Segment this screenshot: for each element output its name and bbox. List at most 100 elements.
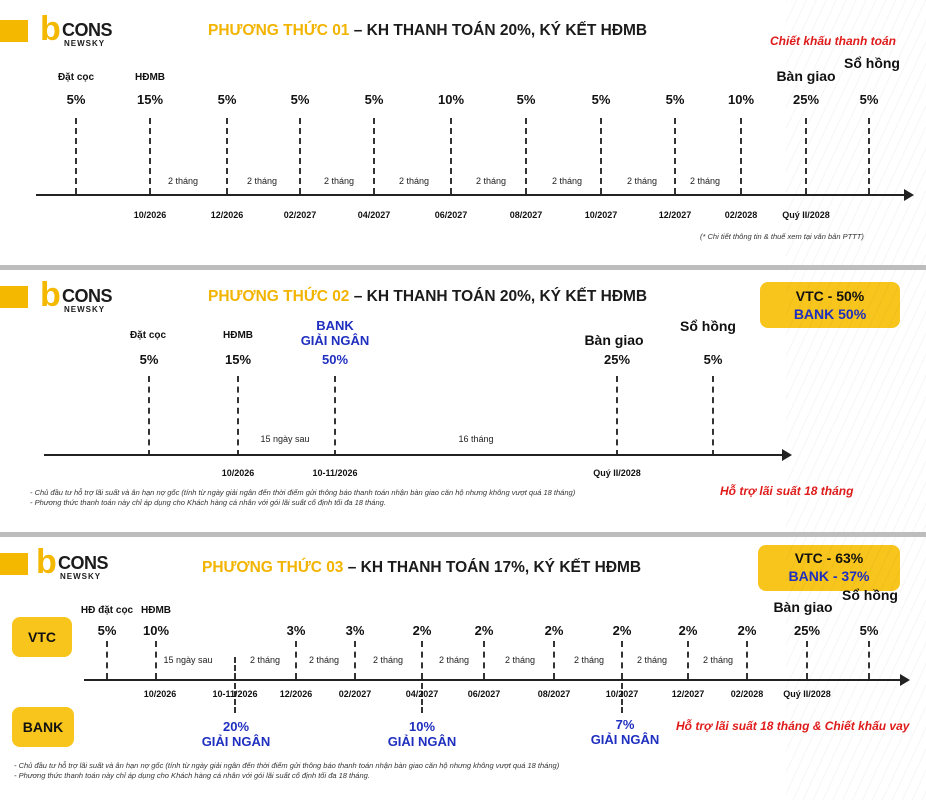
plan2-title: PHƯƠNG THỨC 02 – KH THANH TOÁN 20%, KÝ K…	[208, 288, 647, 306]
plan1-milestone-pct: 5%	[591, 92, 611, 107]
logo-mark: b	[36, 543, 57, 581]
plan2-milestone-pct: 15%	[224, 352, 252, 367]
plan3-date-label: 10/2026	[143, 689, 177, 699]
plan3-milestone-label: HĐ đặt cọc	[80, 605, 134, 616]
logo-subtext: NEWSKY	[64, 39, 106, 48]
plan2-date-label: 10-11/2026	[312, 468, 358, 478]
plan3-milestone-pct: 2%	[474, 623, 494, 638]
plan3-date-label: 08/2027	[537, 689, 571, 699]
plan1-date-label: 08/2027	[509, 210, 543, 220]
plan3-date-label: 04/2027	[405, 689, 439, 699]
plan1-date-label: 02/2028	[724, 210, 758, 220]
plan1-gap-label: 2 tháng	[398, 176, 430, 186]
plan1-guide-line	[373, 118, 375, 194]
logo-accent-bar	[0, 286, 28, 308]
plan1-milestone-pct: 25%	[792, 92, 820, 107]
logo-subtext: NEWSKY	[64, 305, 106, 314]
plan1-date-label: 04/2027	[357, 210, 391, 220]
plan2-date-label: Quý II/2028	[593, 468, 641, 478]
plan3-milestone-pct: 2%	[412, 623, 432, 638]
plan3-milestone-pct: 5%	[859, 623, 879, 638]
plan3-milestone-pct: 25%	[793, 623, 821, 638]
plan3-milestone-label: Bàn giao	[773, 599, 833, 615]
plan1-timeline-arrow	[904, 189, 914, 201]
plan3-milestone-label: Sổ hồng	[842, 587, 898, 603]
plan3-date-label: 12/2027	[671, 689, 705, 699]
plan3-row-vtc: VTC	[12, 617, 72, 657]
plan1-guide-line	[75, 118, 77, 194]
plan2-guide-line	[334, 376, 336, 456]
plan3-panel: b CONS NEWSKY PHƯƠNG THỨC 03 – KH THANH …	[0, 537, 926, 800]
plan3-guide-line	[553, 641, 555, 679]
plan2-timeline-arrow	[782, 449, 792, 461]
plan1-date-label: 12/2027	[658, 210, 692, 220]
plan2-milestone-label: HĐMB	[223, 330, 253, 341]
logo-text: CONS	[62, 20, 113, 40]
plan2-note: - Phương thức thanh toán này chỉ áp dụng…	[30, 498, 386, 507]
plan1-discount-note: Chiết khấu thanh toán	[770, 34, 896, 48]
plan3-guide-line	[806, 641, 808, 679]
plan3-gap-label: 2 tháng	[573, 655, 605, 665]
logo-text: CONS	[58, 553, 109, 573]
plan3-guide-line	[354, 641, 356, 679]
logo-text: CONS	[62, 286, 113, 306]
plan1-guide-line	[299, 118, 301, 194]
plan3-guide-line	[746, 641, 748, 679]
plan1-milestone-pct: 5%	[665, 92, 685, 107]
plan3-row-bank: BANK	[12, 707, 74, 747]
plan3-bank-pct: 20%	[222, 719, 250, 734]
plan3-guide-line	[687, 641, 689, 679]
plan1-gap-label: 2 tháng	[246, 176, 278, 186]
plan1-guide-line	[149, 118, 151, 194]
plan2-milestone-label: Bàn giao	[584, 332, 644, 348]
plan3-gap-label: 2 tháng	[504, 655, 536, 665]
plan1-milestone-label: HĐMB	[135, 72, 165, 83]
plan1-title: PHƯƠNG THỨC 01 – KH THANH TOÁN 20%, KÝ K…	[208, 22, 647, 40]
plan1-footnote: (* Chi tiết thông tin & thuế xem tại văn…	[700, 232, 864, 241]
plan3-split-bank: BANK - 37%	[788, 568, 870, 584]
plan2-milestone-label: Sổ hồng	[680, 318, 736, 334]
plan3-gap-label: 15 ngày sau	[163, 655, 213, 665]
plan3-milestone-pct: 5%	[97, 623, 117, 638]
plan1-date-label: 10/2026	[133, 210, 167, 220]
plan2-support-note: Hỗ trợ lãi suất 18 tháng	[720, 484, 854, 498]
plan3-date-label: 06/2027	[467, 689, 501, 699]
plan1-title-rest: – KH THANH TOÁN 20%, KÝ KẾT HĐMB	[349, 22, 648, 39]
plan2-gap-label: 15 ngày sau	[260, 434, 310, 444]
plan3-bank-pct: 7%	[615, 717, 635, 732]
plan3-guide-line	[155, 641, 157, 679]
plan3-title-rest: – KH THANH TOÁN 17%, KÝ KẾT HĐMB	[343, 559, 642, 576]
plan2-panel: b CONS NEWSKY PHƯƠNG THỨC 02 – KH THANH …	[0, 270, 926, 532]
plan3-timeline-arrow	[900, 674, 910, 686]
plan3-gap-label: 2 tháng	[702, 655, 734, 665]
plan1-date-label: 10/2027	[584, 210, 618, 220]
plan3-gap-label: 2 tháng	[249, 655, 281, 665]
plan2-title-rest: – KH THANH TOÁN 20%, KÝ KẾT HĐMB	[349, 288, 648, 305]
plan1-timeline-axis	[36, 194, 906, 196]
plan3-milestone-pct: 2%	[612, 623, 632, 638]
logo-subtext: NEWSKY	[60, 572, 102, 581]
plan1-milestone-pct: 5%	[290, 92, 310, 107]
plan1-milestone-pct: 5%	[66, 92, 86, 107]
plan2-guide-line	[237, 376, 239, 456]
plan2-split-box: VTC - 50% BANK 50%	[760, 282, 900, 328]
plan1-milestone-label: Bàn giao	[776, 68, 836, 84]
plan1-gap-label: 2 tháng	[167, 176, 199, 186]
plan2-gap-label: 16 tháng	[458, 434, 494, 444]
plan2-date-label: 10/2026	[221, 468, 255, 478]
plan2-milestone-label: Đặt cọc	[129, 330, 167, 341]
panel-divider	[0, 532, 926, 537]
plan3-guide-line	[106, 641, 108, 679]
plan1-gap-label: 2 tháng	[551, 176, 583, 186]
plan3-milestone-pct: 2%	[678, 623, 698, 638]
plan1-date-label: 02/2027	[283, 210, 317, 220]
logo-mark: b	[40, 276, 61, 314]
plan3-milestone-pct: 2%	[544, 623, 564, 638]
plan3-date-label: Quý II/2028	[783, 689, 831, 699]
plan3-milestone-pct: 3%	[345, 623, 365, 638]
plan2-milestone-pct: 25%	[603, 352, 631, 367]
plan2-milestone-pct: 5%	[703, 352, 723, 367]
logo-accent-bar	[0, 553, 28, 575]
plan3-date-label: 02/2027	[338, 689, 372, 699]
plan3-gap-label: 2 tháng	[372, 655, 404, 665]
